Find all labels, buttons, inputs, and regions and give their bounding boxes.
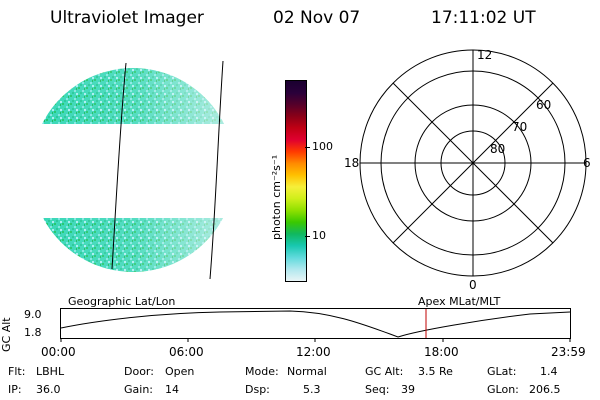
glon-label: GLon: xyxy=(487,383,519,396)
colorbar-unit-label: photon cm⁻²s⁻¹ xyxy=(270,154,283,240)
ip-value: 36.0 xyxy=(36,383,61,396)
colorbar-tick-10: 10 xyxy=(312,229,326,242)
seq-value: 39 xyxy=(401,383,415,396)
timeline-xtick-2359: 23:59 xyxy=(551,345,586,359)
gain-value: 14 xyxy=(165,383,179,396)
seq-label: Seq: xyxy=(365,383,390,396)
gcalt-value: 3.5 Re xyxy=(418,365,453,378)
polar-label-60: 60 xyxy=(536,98,551,112)
timeline-axis-title: GC Alt xyxy=(0,317,13,352)
colorbar-tick-mark xyxy=(305,147,310,148)
uv-image xyxy=(31,60,235,280)
gain-label: Gain: xyxy=(124,383,153,396)
flt-label: Flt: xyxy=(8,365,26,378)
timeline-ytick-1-8: 1.8 xyxy=(24,326,42,339)
polar-label-80: 80 xyxy=(490,142,505,156)
timeline-plot xyxy=(60,308,571,342)
polar-label-6: 6 xyxy=(583,156,591,170)
altitude-curve xyxy=(60,310,571,338)
flt-value: LBHL xyxy=(36,365,65,378)
polar-plot: 12 0 18 6 60 70 80 xyxy=(344,48,591,292)
ip-label: IP: xyxy=(8,383,22,396)
timeline-xtick-1800: 18:00 xyxy=(424,345,459,359)
polar-label-0: 0 xyxy=(469,278,477,292)
timeline-xtick-0000: 00:00 xyxy=(41,345,76,359)
meridian-line xyxy=(111,62,127,270)
timeline-left-label: Geographic Lat/Lon xyxy=(68,295,176,308)
dsp-value: 5.3 xyxy=(303,383,321,396)
door-label: Door: xyxy=(124,365,154,378)
polar-diagonal xyxy=(392,82,554,244)
polar-label-70: 70 xyxy=(512,120,527,134)
timeline-xtick-0600: 06:00 xyxy=(169,345,204,359)
gcalt-label: GC Alt: xyxy=(365,365,404,378)
color-bar xyxy=(285,80,307,282)
timeline-xtick-1200: 12:00 xyxy=(296,345,331,359)
colorbar-tick-100: 100 xyxy=(312,140,333,153)
app-title: Ultraviolet Imager xyxy=(50,8,204,28)
colorbar-tick-mark xyxy=(305,236,310,237)
timeline-ytick-9: 9.0 xyxy=(24,308,42,321)
polar-label-12: 12 xyxy=(477,48,492,62)
glon-value: 206.5 xyxy=(529,383,561,396)
polar-label-18: 18 xyxy=(344,156,359,170)
mode-label: Mode: xyxy=(245,365,279,378)
glat-label: GLat: xyxy=(487,365,517,378)
glat-value: 1.4 xyxy=(540,365,558,378)
door-value: Open xyxy=(165,365,195,378)
dsp-label: Dsp: xyxy=(245,383,270,396)
meridian-line xyxy=(209,60,224,280)
timeline-right-label: Apex MLat/MLT xyxy=(418,295,501,308)
time-label: 17:11:02 UT xyxy=(431,8,536,28)
mode-value: Normal xyxy=(287,365,327,378)
date-label: 02 Nov 07 xyxy=(273,8,361,28)
